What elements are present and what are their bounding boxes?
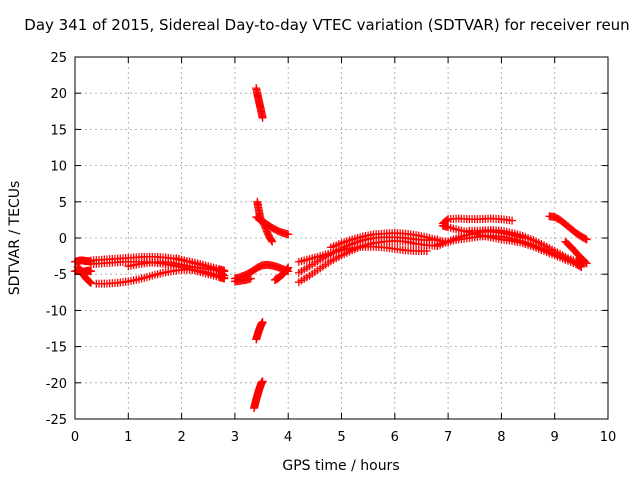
data-point <box>582 235 591 244</box>
data-point <box>246 274 255 283</box>
data-point <box>258 113 267 122</box>
x-tick-label: 1 <box>124 430 132 445</box>
series-arc-8 <box>172 254 229 280</box>
data-points <box>71 84 591 413</box>
x-tick-label: 3 <box>231 430 239 445</box>
data-point <box>258 317 267 326</box>
y-tick-label: -10 <box>46 304 67 319</box>
y-tick-label: -20 <box>46 377 67 392</box>
data-point <box>284 230 293 239</box>
series-arc-20 <box>294 242 431 266</box>
x-tick-label: 5 <box>337 430 345 445</box>
y-axis-label: SDTVAR / TECUs <box>7 181 23 296</box>
series-arc-15 <box>257 215 277 246</box>
series-arc-26 <box>465 226 586 270</box>
data-point <box>581 258 590 267</box>
data-point <box>283 264 292 273</box>
data-point <box>581 234 590 243</box>
data-point <box>576 260 585 269</box>
x-tick-label: 0 <box>71 430 79 445</box>
x-tick-label: 4 <box>284 430 292 445</box>
data-point <box>282 265 291 274</box>
series-arc-12 <box>252 84 267 122</box>
x-tick-label: 7 <box>444 430 452 445</box>
axis-ticks <box>74 56 609 420</box>
data-point <box>582 259 591 268</box>
y-tick-label: 20 <box>50 87 67 102</box>
y-tick-label: 15 <box>50 123 67 138</box>
series-arc-17 <box>250 377 267 413</box>
series-arc-3 <box>73 262 95 287</box>
data-point <box>268 237 277 246</box>
data-point <box>284 263 293 272</box>
y-tick-label: 25 <box>50 51 67 66</box>
data-point <box>86 267 95 276</box>
data-point <box>267 236 276 245</box>
series-arc-16 <box>252 317 267 344</box>
series-arc-28 <box>561 237 591 268</box>
data-point <box>218 270 227 279</box>
x-tick-label: 8 <box>497 430 505 445</box>
y-tick-label: -5 <box>54 268 67 283</box>
y-tick-label: 5 <box>59 196 67 211</box>
series-arc-10 <box>230 274 255 286</box>
y-tick-label: -25 <box>46 413 67 428</box>
data-point <box>86 278 95 287</box>
data-point <box>220 271 229 280</box>
series-arc-11 <box>270 263 293 284</box>
data-point <box>422 247 431 256</box>
series-arc-19 <box>294 236 442 287</box>
x-tick-label: 9 <box>551 430 559 445</box>
series-arc-27 <box>545 212 591 244</box>
data-point <box>258 377 267 386</box>
x-axis-label: GPS time / hours <box>282 458 399 474</box>
y-tick-labels: 25 20 15 10 5 0 -5 -10 -15 -20 -25 <box>46 51 67 428</box>
x-tick-label: 2 <box>177 430 185 445</box>
data-point <box>577 261 586 270</box>
y-tick-label: -15 <box>46 341 67 356</box>
data-point <box>508 216 517 225</box>
chart-title: Day 341 of 2015, Sidereal Day-to-day VTE… <box>24 16 629 34</box>
x-tick-labels: 0 1 2 3 4 5 6 7 8 9 10 <box>71 430 616 445</box>
y-tick-label: 0 <box>59 232 67 247</box>
y-tick-label: 10 <box>50 160 67 175</box>
x-tick-label: 10 <box>600 430 617 445</box>
series-arc-24 <box>438 214 517 228</box>
x-tick-label: 6 <box>391 430 399 445</box>
